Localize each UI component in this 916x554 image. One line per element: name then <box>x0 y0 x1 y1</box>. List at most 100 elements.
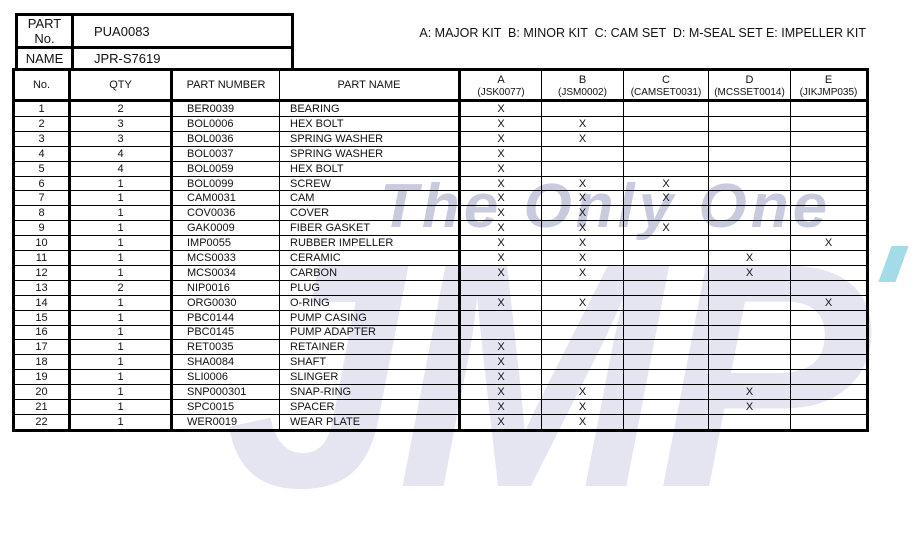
cell-kit-a <box>459 279 542 296</box>
cell-kit-c <box>623 264 709 281</box>
table-row: 3 3 BOL0036 SPRING WASHER X X <box>13 130 868 147</box>
cell-kit-d <box>708 220 791 237</box>
parts-table-body: 1 2 BER0039 BEARING X 2 3 BOL0006 HEX BO… <box>13 99 868 432</box>
cell-kit-d <box>708 130 791 147</box>
cell-no: 7 <box>13 190 71 207</box>
cell-kit-e: X <box>790 235 868 252</box>
cell-no: 17 <box>13 339 71 356</box>
parts-table: No. QTY PART NUMBER PART NAME A (JSK0077… <box>12 68 869 432</box>
cell-part-name: HEX BOLT <box>279 116 461 132</box>
cell-kit-a: X <box>459 354 542 371</box>
cell-kit-c <box>623 160 709 177</box>
cell-kit-a: X <box>459 413 542 432</box>
cell-kit-e <box>790 264 868 281</box>
col-header-qty: QTY <box>69 69 173 102</box>
table-row: 18 1 SHA0084 SHAFT X <box>13 354 868 371</box>
cell-part-name: SHAFT <box>279 354 461 371</box>
cell-part-name: PUMP CASING <box>279 309 461 326</box>
cell-part-number: MCS0034 <box>171 264 280 281</box>
cell-part-number: BOL0099 <box>171 175 280 192</box>
name-value: JPR-S7619 <box>71 46 294 71</box>
cell-no: 14 <box>13 294 71 311</box>
cell-no: 3 <box>13 130 71 147</box>
cell-qty: 1 <box>69 384 173 400</box>
cell-kit-a: X <box>459 175 542 192</box>
cell-kit-c <box>623 116 709 132</box>
cell-part-name: HEX BOLT <box>279 160 461 177</box>
cell-kit-b: X <box>541 235 624 252</box>
cell-kit-b: X <box>541 220 624 237</box>
cell-kit-c <box>623 369 709 386</box>
table-row: 15 1 PBC0144 PUMP CASING <box>13 309 868 326</box>
cell-kit-b <box>541 99 624 118</box>
cell-part-name: SPACER <box>279 398 461 415</box>
cell-kit-d <box>708 309 791 326</box>
cell-part-name: SPRING WASHER <box>279 145 461 162</box>
cell-kit-e: X <box>790 294 868 311</box>
cell-kit-c: X <box>623 175 709 192</box>
cell-kit-a: X <box>459 369 542 386</box>
cell-no: 15 <box>13 309 71 326</box>
cell-part-number: RET0035 <box>171 339 280 356</box>
cell-kit-e <box>790 145 868 162</box>
cell-part-number: BER0039 <box>171 99 280 118</box>
cell-part-name: FIBER GASKET <box>279 220 461 237</box>
cell-part-name: WEAR PLATE <box>279 413 461 432</box>
brand-accent-shape <box>878 246 909 282</box>
cell-kit-e <box>790 309 868 326</box>
cell-kit-d <box>708 235 791 252</box>
cell-qty: 3 <box>69 130 173 147</box>
part-no-label: PART No. <box>15 13 74 49</box>
cell-kit-c: X <box>623 220 709 237</box>
cell-part-name: PUMP ADAPTER <box>279 324 461 341</box>
cell-part-number: BOL0036 <box>171 130 280 147</box>
cell-kit-c <box>623 250 709 266</box>
kit-b-letter: B <box>578 74 587 86</box>
table-row: 2 3 BOL0006 HEX BOLT X X <box>13 116 868 132</box>
cell-kit-d <box>708 116 791 132</box>
table-row: 22 1 WER0019 WEAR PLATE X X <box>13 413 868 432</box>
cell-kit-b <box>541 369 624 386</box>
cell-kit-b: X <box>541 130 624 147</box>
cell-kit-b <box>541 309 624 326</box>
cell-kit-c <box>623 294 709 311</box>
cell-qty: 4 <box>69 160 173 177</box>
cell-kit-d <box>708 160 791 177</box>
cell-kit-e <box>790 205 868 222</box>
cell-kit-b <box>541 339 624 356</box>
table-row: 21 1 SPC0015 SPACER X X X <box>13 398 868 415</box>
cell-kit-e <box>790 354 868 371</box>
table-row: 19 1 SLI0006 SLINGER X <box>13 369 868 386</box>
cell-kit-e <box>790 116 868 132</box>
cell-kit-c <box>623 413 709 432</box>
cell-part-name: PLUG <box>279 279 461 296</box>
kit-d-code: (MCSSET0014) <box>714 87 785 98</box>
table-row: 13 2 NIP0016 PLUG <box>13 279 868 296</box>
cell-kit-e <box>790 324 868 341</box>
cell-part-name: CERAMIC <box>279 250 461 266</box>
cell-part-number: BOL0006 <box>171 116 280 132</box>
cell-part-number: SNP000301 <box>171 384 280 400</box>
cell-kit-e <box>790 220 868 237</box>
cell-kit-a: X <box>459 398 542 415</box>
cell-no: 5 <box>13 160 71 177</box>
cell-kit-a: X <box>459 264 542 281</box>
cell-kit-d: X <box>708 264 791 281</box>
cell-kit-c <box>623 398 709 415</box>
kit-legend: A: MAJOR KIT B: MINOR KIT C: CAM SET D: … <box>419 26 866 40</box>
table-row: 8 1 COV0036 COVER X X <box>13 205 868 222</box>
cell-kit-c <box>623 235 709 252</box>
col-header-kit-d: D (MCSSET0014) <box>708 69 791 102</box>
cell-kit-d <box>708 324 791 341</box>
cell-no: 18 <box>13 354 71 371</box>
cell-no: 20 <box>13 384 71 400</box>
cell-no: 11 <box>13 250 71 266</box>
part-id-box: PART No. PUA0083 NAME JPR-S7619 <box>15 13 294 71</box>
cell-kit-b: X <box>541 294 624 311</box>
cell-kit-b <box>541 279 624 296</box>
cell-kit-b: X <box>541 384 624 400</box>
cell-no: 1 <box>13 99 71 118</box>
cell-part-number: SHA0084 <box>171 354 280 371</box>
cell-kit-c <box>623 309 709 326</box>
cell-kit-a <box>459 324 542 341</box>
